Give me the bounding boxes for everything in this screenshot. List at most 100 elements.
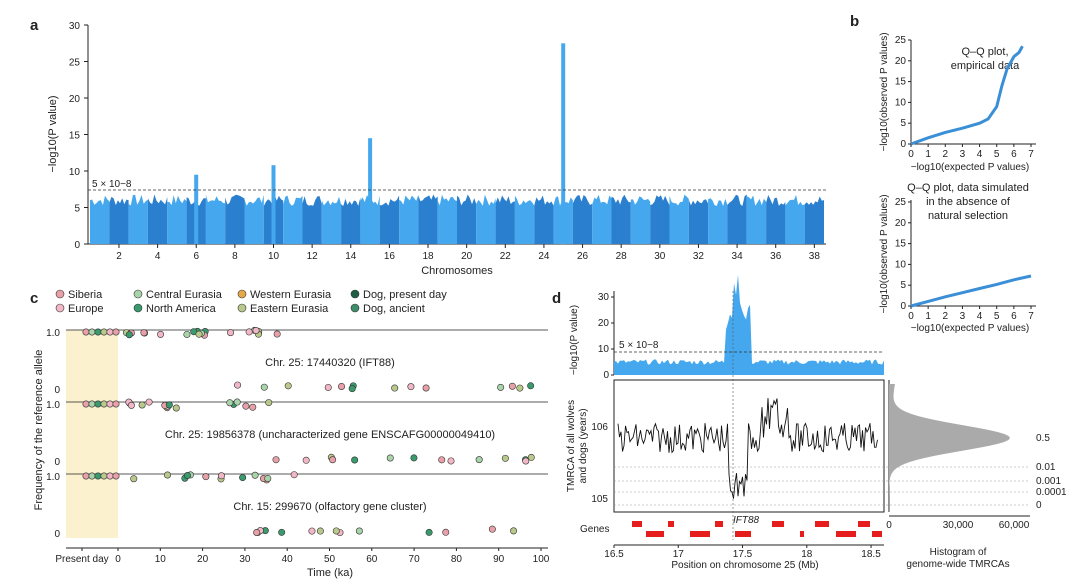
d-x-tick-label: 17.5 — [733, 549, 753, 560]
c-data-point — [112, 472, 120, 480]
c-x-tick-label: 80 — [451, 554, 463, 565]
b1-x-label: −log10(expected P values) — [911, 162, 1030, 173]
a-x-tick-label: 24 — [538, 251, 550, 262]
qq-x-tick-label: 2 — [943, 311, 949, 322]
c-y-tick-label: 0 — [54, 529, 60, 540]
c-data-point — [106, 472, 114, 480]
d-hist-quantile-label: 0 — [1036, 500, 1042, 511]
c-data-point — [130, 475, 138, 483]
d-genes-track — [632, 521, 882, 537]
a-y-tick-label: 15 — [69, 131, 81, 142]
a-chromosome-block — [476, 194, 496, 244]
b2-qq-curve — [910, 274, 1032, 308]
a-x-tick-label: 16 — [384, 251, 396, 262]
c-x-tick-label: 20 — [197, 554, 209, 565]
a-y-tick-label: 10 — [69, 167, 81, 178]
a-chromosome-block — [708, 198, 728, 244]
d-gene-block — [858, 521, 870, 527]
qq-x-tick-label: 6 — [1011, 149, 1017, 160]
c-legend-marker — [133, 289, 143, 299]
d-x-tick-label: 18 — [801, 549, 813, 560]
panel-label-c: c — [30, 290, 38, 307]
a-chromosome-block — [592, 194, 612, 244]
d-hist-x-tick-label: 30,000 — [943, 520, 974, 531]
a-chromosome-block — [688, 199, 709, 244]
d-mid-y-label-1: TMRCA of all wolves — [566, 400, 577, 492]
c-data-point — [82, 328, 90, 336]
c-data-point — [251, 471, 259, 479]
c-data-point — [425, 528, 433, 536]
c-data-point — [125, 331, 133, 339]
a-x-tick-label: 20 — [461, 251, 473, 262]
c-legend-marker — [55, 303, 65, 313]
a-chromosome-block — [167, 195, 187, 244]
c-data-point — [106, 400, 114, 408]
c-data-point — [510, 527, 518, 535]
d-gene-block — [772, 521, 784, 527]
a-x-tick-label: 8 — [232, 251, 238, 262]
qq-x-tick-label: 7 — [1028, 311, 1034, 322]
c-y-tick-label: 1.0 — [46, 400, 60, 411]
c-data-point — [447, 457, 455, 465]
c-present-day-highlight — [66, 330, 118, 538]
a-chromosome-block — [109, 196, 129, 244]
c-data-point — [290, 471, 298, 479]
b1-qq-curve — [910, 45, 1024, 146]
a-x-tick-label: 34 — [732, 251, 744, 262]
qq-y-tick-label: 15 — [895, 239, 907, 250]
a-chromosome-block — [572, 195, 593, 244]
c-row-title: Chr. 15: 299670 (olfactory gene cluster) — [233, 501, 426, 513]
a-chromosome-block — [418, 194, 438, 244]
c-data-point — [163, 471, 171, 479]
c-data-point — [202, 473, 210, 481]
c-data-point — [278, 528, 286, 536]
c-x-tick-label: 50 — [324, 554, 336, 565]
c-data-point — [338, 382, 346, 390]
a-x-tick-label: 10 — [268, 251, 280, 262]
c-data-point — [252, 327, 260, 335]
c-data-point — [527, 382, 535, 390]
c-data-point — [351, 456, 359, 464]
c-data-point — [391, 384, 399, 392]
c-row-title: Chr. 25: 19856378 (uncharacterized gene … — [165, 429, 495, 441]
c-data-point — [94, 328, 102, 336]
d-gene-block — [872, 531, 882, 537]
d-mid-y-tick-label: 105 — [591, 494, 608, 505]
a-x-tick-label: 22 — [500, 251, 512, 262]
c-data-point — [316, 527, 324, 535]
qq-y-tick-label: 25 — [895, 35, 907, 46]
c-data-point — [127, 401, 135, 409]
c-x-tick-label: 30 — [239, 554, 251, 565]
c-data-point — [100, 472, 108, 480]
d-top-y-label: −log10(P value) — [569, 305, 580, 375]
c-data-point — [348, 385, 356, 393]
c-data-point — [264, 474, 272, 482]
panel-label-b: b — [850, 13, 859, 30]
allele-frequency-panel: Siberia Europe Central Eurasia North Americ… — [33, 289, 550, 579]
b2-x-label: −log10(expected P values) — [911, 323, 1030, 334]
b2-title-line3: natural selection — [928, 210, 1008, 222]
a-chromosome-block — [90, 195, 110, 244]
c-legend-marker — [350, 303, 360, 313]
c-data-point — [234, 381, 242, 389]
a-x-tick-label: 6 — [193, 251, 199, 262]
c-legend-marker — [237, 303, 247, 313]
d-genes-label: Genes — [580, 524, 609, 535]
c-data-point — [112, 328, 120, 336]
a-x-tick-label: 36 — [770, 251, 782, 262]
a-y-tick-label: 25 — [69, 58, 81, 69]
c-data-point — [442, 528, 450, 536]
a-chromosome-block — [302, 196, 322, 244]
c-data-point — [508, 382, 516, 390]
c-y-label: Frequency of the reference allele — [33, 350, 45, 511]
c-x-label: Time (ka) — [307, 567, 353, 579]
d-hist-x-tick-label: 0 — [886, 520, 892, 531]
d-x-tick-label: 18.5 — [861, 549, 881, 560]
b2-title-line1: Q–Q plot, data simulated — [907, 182, 1029, 194]
a-chromosome-block — [727, 194, 747, 244]
d-x-tick-label: 16.5 — [604, 549, 624, 560]
